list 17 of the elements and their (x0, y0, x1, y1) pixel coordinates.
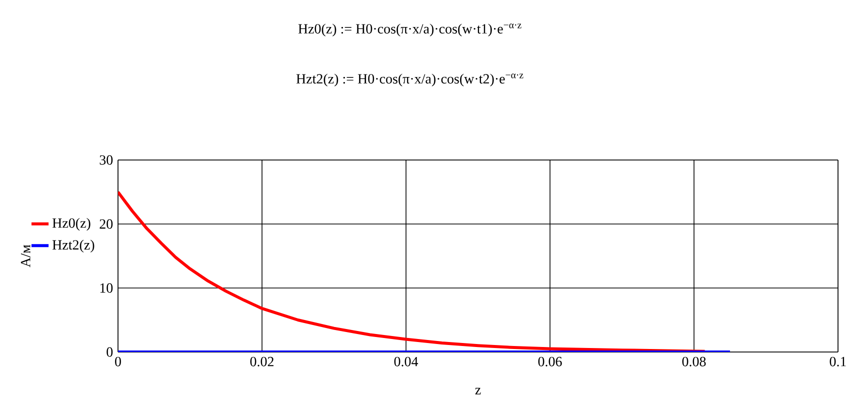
x-tick-label: 0.1 (830, 356, 846, 366)
y-tick-label: 10 (100, 283, 113, 293)
x-axis-title: z (475, 388, 481, 394)
y-axis-title: A/м (20, 244, 30, 268)
x-tick-label: 0 (115, 356, 121, 366)
y-tick-label: 30 (100, 155, 113, 165)
chart-title: Hz0(z) := H0·cos(π·x/a)·cos(w·t1)·e$^{−α·z}$ (298, 24, 522, 36)
legend-label: Hzt2(z) (52, 240, 94, 252)
x-tick-label: 0.04 (394, 356, 418, 366)
x-tick-label: 0.06 (538, 356, 562, 366)
chart-subtitle: Hzt2(z) := H0·cos(π·x/a)·cos(w·t2)·e$^{−α·z}$ (296, 74, 524, 86)
x-tick-label: 0.02 (250, 356, 274, 366)
y-tick-label: 20 (100, 219, 113, 229)
line-series (118, 190, 706, 352)
y-tick-label: 0 (106, 347, 113, 357)
x-tick-label: 0.08 (682, 356, 706, 366)
legend-label: Hz0(z) (52, 218, 90, 231)
